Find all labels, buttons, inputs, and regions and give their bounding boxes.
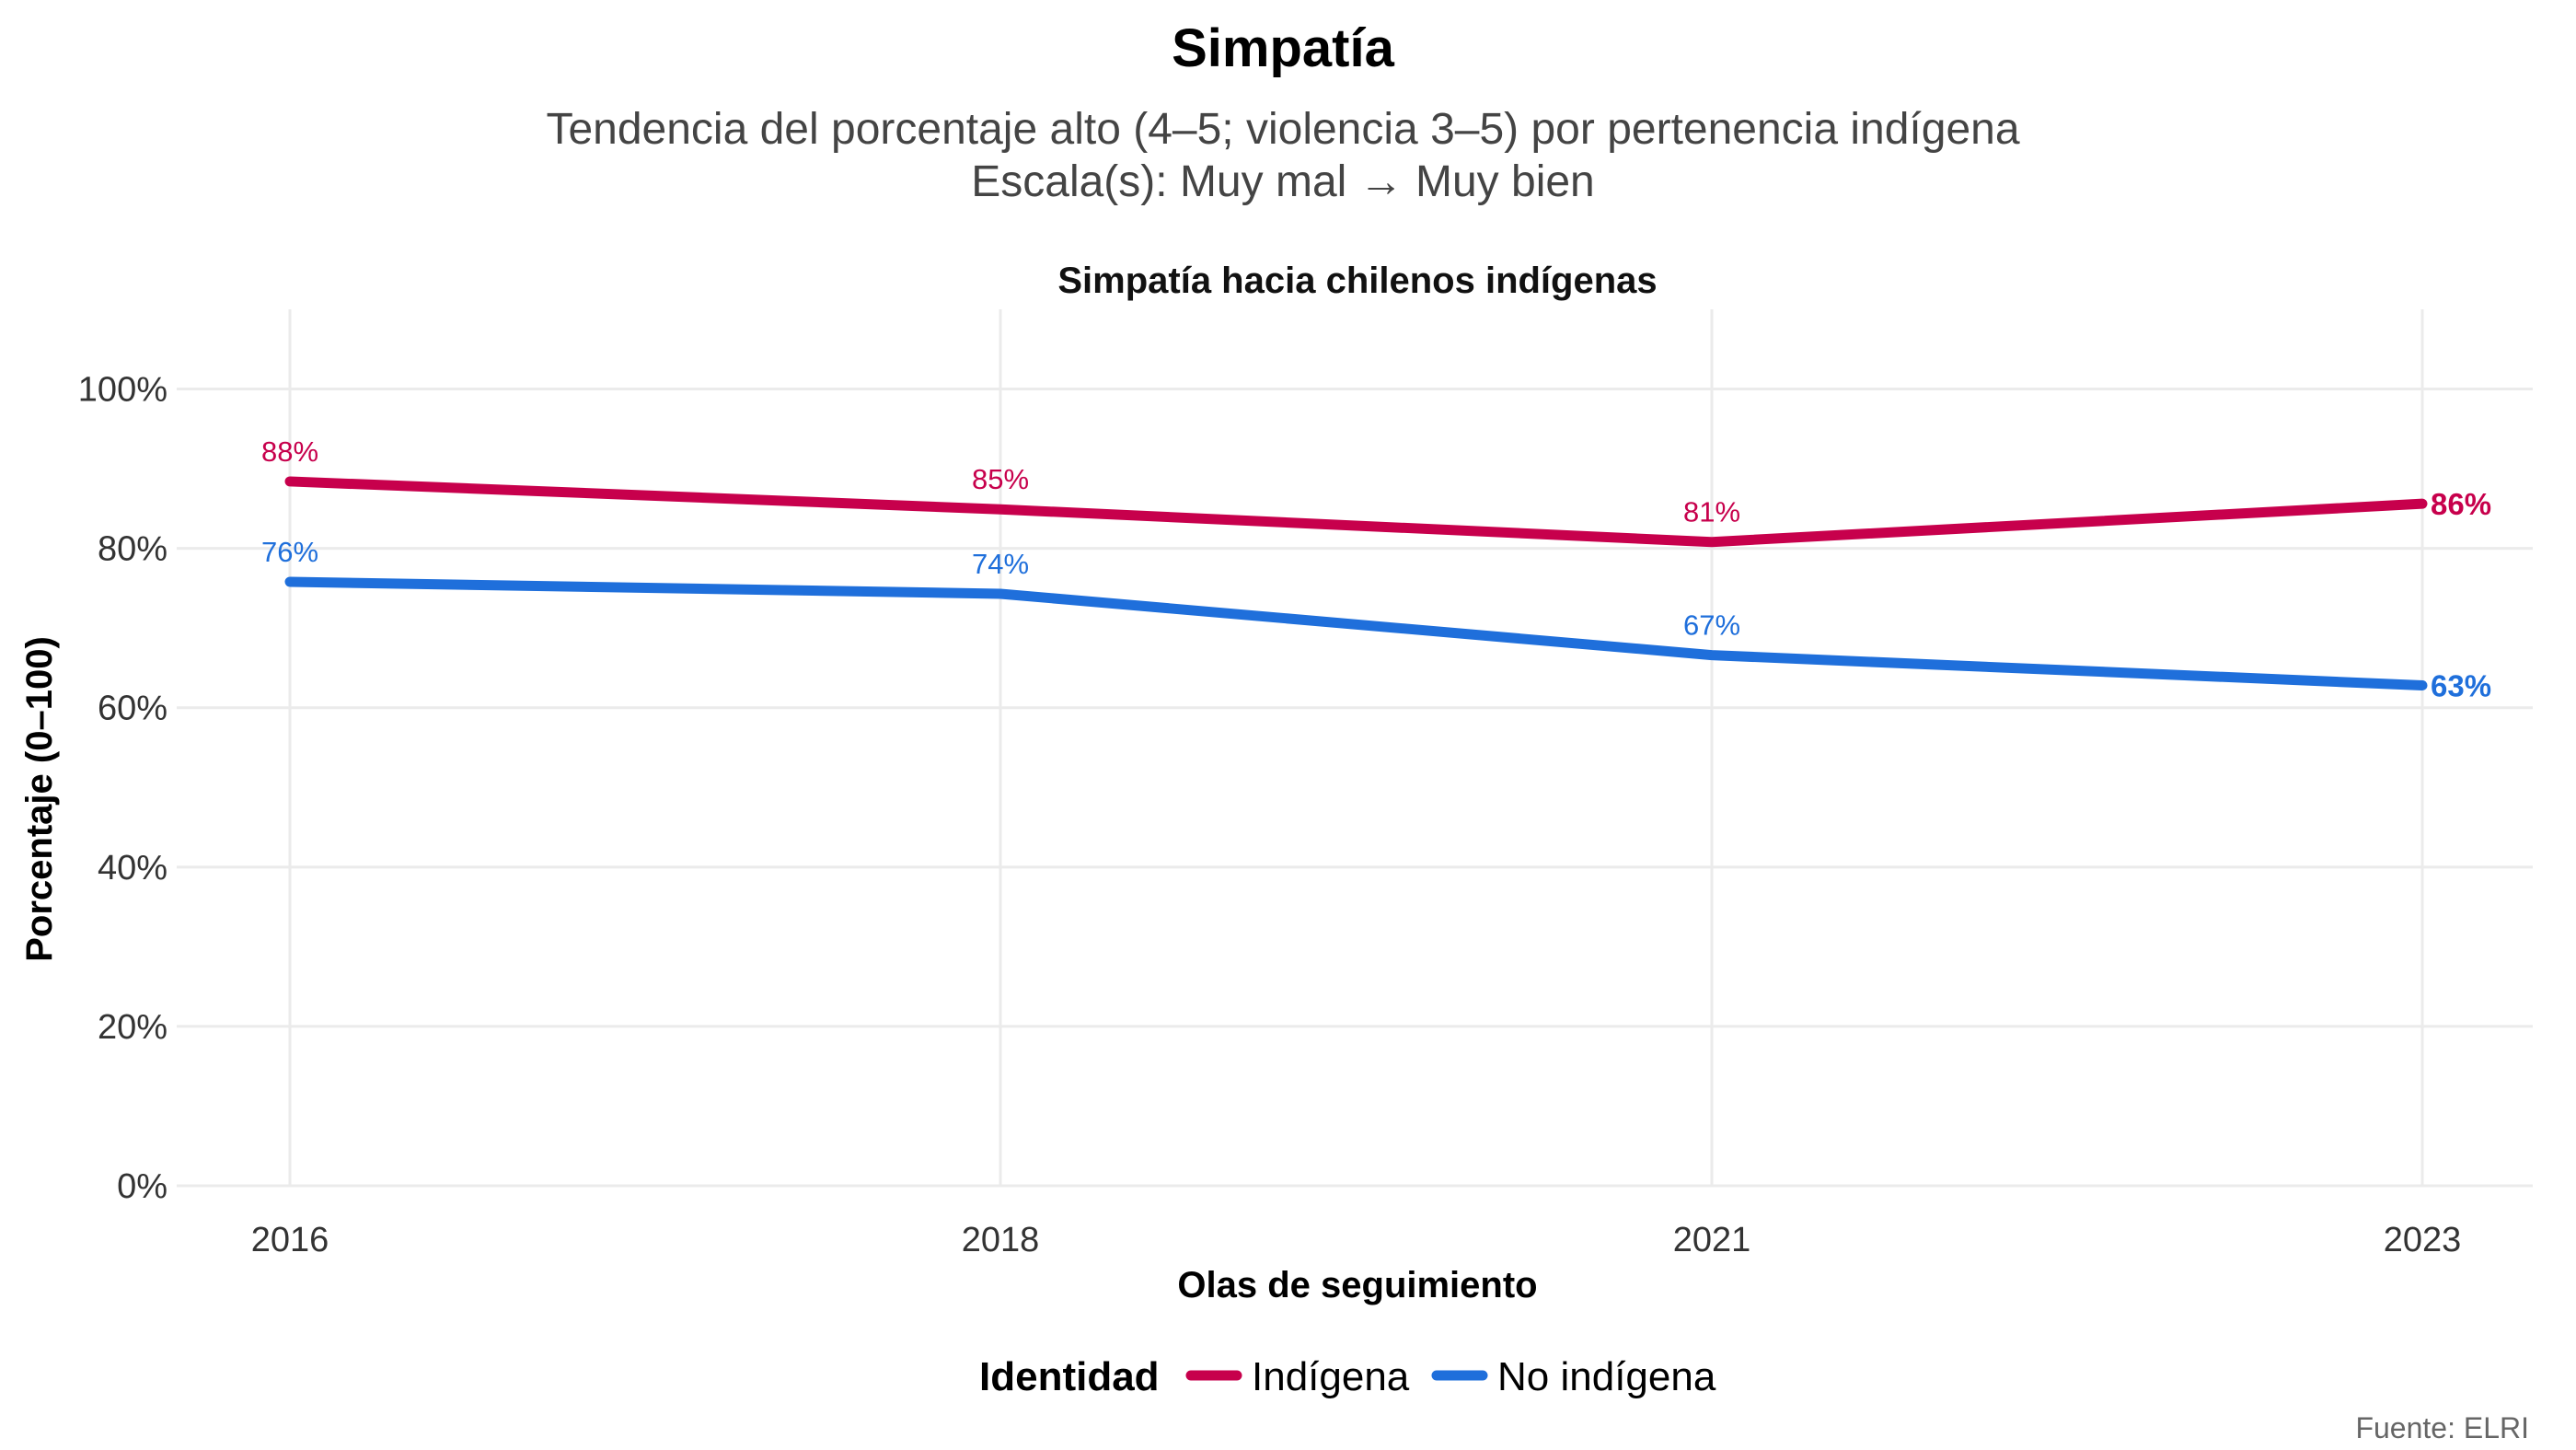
x-tick-label: 2023 [2384, 1221, 2462, 1259]
legend-label-indigena: Indígena [1252, 1354, 1410, 1399]
data-labels: 88% 85% 81% 86% 76% 74% 67% 63% [261, 435, 2491, 703]
gridlines [177, 309, 2533, 1188]
x-tick-label: 2016 [251, 1221, 329, 1259]
x-tick-label: 2021 [1673, 1221, 1751, 1259]
legend-label-no-indigena: No indígena [1497, 1354, 1716, 1399]
data-label-indigena: 88% [261, 435, 318, 468]
series-lines [284, 476, 2428, 690]
y-tick-label: 0% [117, 1167, 167, 1206]
chart-subtitle-line-2: Escala(s): Muy mal → Muy bien [971, 157, 1595, 206]
chart-main-title: Simpatía [1172, 18, 1394, 78]
y-tick-label: 100% [78, 371, 167, 410]
y-tick-label: 60% [98, 690, 167, 728]
y-tick-label: 40% [98, 849, 167, 887]
x-axis-ticks: 2016 2018 2021 2023 [251, 1221, 2462, 1259]
y-tick-label: 20% [98, 1008, 167, 1047]
data-label-no-indigena: 74% [972, 548, 1029, 580]
end-label-indigena: 86% [2431, 487, 2491, 521]
data-label-no-indigena: 67% [1683, 609, 1740, 642]
series-line-indigena [284, 476, 2428, 548]
x-tick-label: 2018 [962, 1221, 1040, 1259]
x-axis-title: Olas de seguimiento [1177, 1265, 1537, 1305]
panel-title: Simpatía hacia chilenos indígenas [1057, 261, 1657, 301]
data-label-no-indigena: 76% [261, 536, 318, 568]
y-axis-ticks: 0% 20% 40% 60% 80% 100% [78, 371, 167, 1206]
y-axis-title: Porcentaje (0–100) [19, 636, 60, 962]
chart-subtitle-line-1: Tendencia del porcentaje alto (4–5; viol… [546, 105, 2019, 154]
legend: Identidad Indígena No indígena [979, 1354, 1716, 1399]
series-line-no-indigena [284, 576, 2428, 690]
end-label-no-indigena: 63% [2431, 668, 2491, 702]
legend-title: Identidad [979, 1354, 1160, 1399]
y-tick-label: 80% [98, 530, 167, 569]
source-caption: Fuente: ELRI [2355, 1411, 2529, 1444]
data-label-indigena: 81% [1683, 496, 1740, 528]
data-label-indigena: 85% [972, 463, 1029, 495]
